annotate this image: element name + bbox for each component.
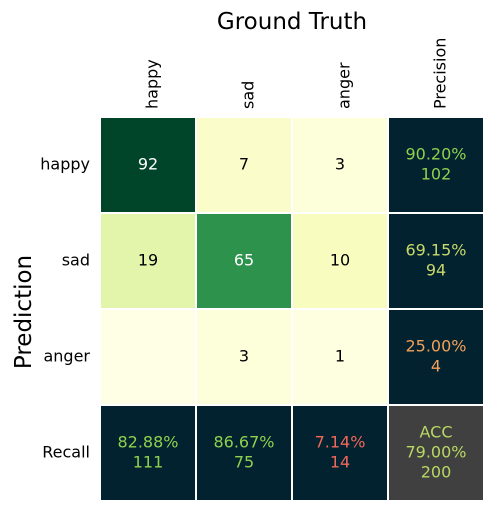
precision-percent: 69.15% <box>405 241 466 260</box>
cell-value: 7 <box>239 155 249 174</box>
column-label: anger <box>335 62 354 109</box>
cell-value: 10 <box>330 251 350 270</box>
heatmap-cells <box>101 118 483 500</box>
recall-percent: 86.67% <box>213 433 274 452</box>
recall-count: 75 <box>234 453 254 472</box>
precision-count: 94 <box>426 261 446 280</box>
column-label: sad <box>239 81 258 109</box>
matrix-cell <box>101 214 195 308</box>
matrix-cell <box>293 214 387 308</box>
accuracy-cell <box>389 406 483 500</box>
precision-count: 4 <box>431 357 441 376</box>
cell-value: 65 <box>234 251 254 270</box>
precision-cell <box>389 118 483 212</box>
matrix-cell <box>197 214 291 308</box>
heatmap-labels: 92 7 3 19 65 10 3 1 90.20%102 69.15%94 25.00%4 82.8… <box>40 38 466 482</box>
matrix-cell <box>293 118 387 212</box>
column-label: happy <box>143 59 162 109</box>
row-label: Recall <box>42 443 90 462</box>
cell-value: 92 <box>138 155 158 174</box>
recall-cell <box>101 406 195 500</box>
recall-percent: 7.14% <box>315 433 366 452</box>
row-label: anger <box>43 347 90 366</box>
row-label: sad <box>62 251 90 270</box>
matrix-cell <box>197 118 291 212</box>
matrix-cell <box>293 310 387 404</box>
column-label: Precision <box>431 38 450 109</box>
precision-cell <box>389 310 483 404</box>
recall-cell <box>293 406 387 500</box>
accuracy-label: ACC <box>419 423 452 442</box>
cell-value: 1 <box>335 347 345 366</box>
cell-value: 3 <box>239 347 249 366</box>
y-axis-label: Prediction <box>11 255 37 369</box>
recall-count: 14 <box>330 453 350 472</box>
recall-cell <box>197 406 291 500</box>
recall-count: 111 <box>133 453 164 472</box>
matrix-cell <box>197 310 291 404</box>
matrix-cell <box>101 310 195 404</box>
precision-cell <box>389 214 483 308</box>
accuracy-percent: 79.00% <box>405 443 466 462</box>
precision-percent: 90.20% <box>405 145 466 164</box>
accuracy-count: 200 <box>421 463 452 482</box>
cell-value: 3 <box>335 155 345 174</box>
recall-percent: 82.88% <box>117 433 178 452</box>
cell-value: 19 <box>138 251 158 270</box>
chart-title: Ground Truth <box>217 9 367 35</box>
precision-count: 102 <box>421 165 452 184</box>
precision-percent: 25.00% <box>405 337 466 356</box>
row-label: happy <box>40 155 90 174</box>
matrix-cell <box>101 118 195 212</box>
